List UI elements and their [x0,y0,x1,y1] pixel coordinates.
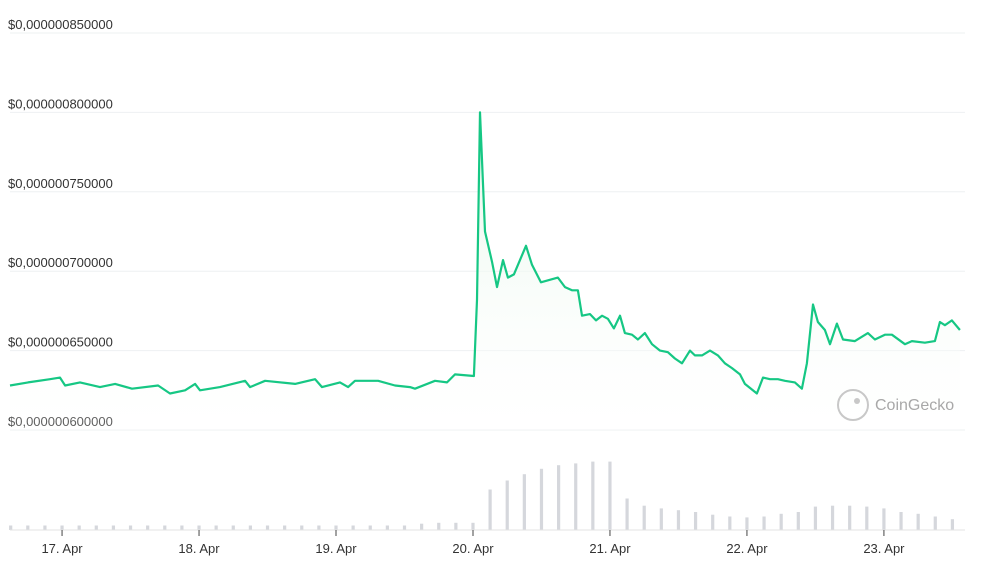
price-line [9,111,961,395]
volume-bar [830,505,835,530]
y-tick-label: $0,000000700000 [8,255,113,270]
volume-bar [762,516,766,530]
volume-bar [163,525,167,530]
x-tick-label: 19. Apr [315,541,357,556]
volume-bar [642,505,646,530]
volume-bar [180,525,184,530]
volume-bar [420,523,424,530]
volume-bar [351,525,355,530]
volume-bar [197,525,201,530]
volume-bar [248,525,252,530]
x-tick-label: 22. Apr [726,541,768,556]
volume-bar [591,461,595,530]
volume-bar [574,463,578,530]
price-area [10,112,960,431]
volume-bar [899,512,903,530]
volume-bar [865,506,869,530]
volume-bar [77,525,81,530]
volume-bar [813,506,818,530]
volume-bar [779,513,783,530]
volume-bar [659,508,663,530]
volume-bar [676,510,681,530]
volume-bar [693,512,698,530]
watermark-logo-eye [854,398,860,404]
volume-bar [385,525,389,530]
x-tick-label: 21. Apr [589,541,631,556]
volume-bar [368,525,372,530]
volume-bar [539,468,544,530]
volume-bar [214,525,218,530]
volume-bar [231,525,235,530]
volume-bar [796,512,800,530]
x-tick-label: 23. Apr [863,541,905,556]
volume-bar [625,498,629,530]
y-tick-label: $0,000000750000 [8,176,113,191]
plot: $0,000000600000$0,000000650000$0,0000007… [8,17,965,556]
volume-bar [745,517,749,530]
y-tick-label: $0,000000800000 [8,96,113,111]
volume-bar [522,474,526,530]
volume-bar [728,516,732,530]
volume-bar [9,525,13,530]
watermark: CoinGecko [837,389,954,421]
volume-bar [882,508,886,530]
volume-bar [471,522,475,530]
x-tick-label: 18. Apr [178,541,220,556]
volume-bar [283,525,287,530]
volume-bar [111,525,116,530]
volume-bar [488,489,492,530]
x-tick-label: 17. Apr [41,541,83,556]
volume-bar [916,513,920,530]
volume-bar [94,525,98,530]
volume-bar [711,514,715,530]
watermark-text: CoinGecko [875,397,954,414]
volume-bar [402,525,407,530]
y-tick-label: $0,000000650000 [8,335,113,350]
volume-bar [556,465,561,530]
y-tick-label: $0,000000850000 [8,17,113,32]
volume-bar [608,461,612,530]
volume-bar [128,525,133,530]
x-tick-label: 20. Apr [452,541,494,556]
volume-bar [43,525,47,530]
volume-bar [26,525,30,530]
volume-bar [300,525,304,530]
volume-bar [60,525,64,530]
volume-bar [146,525,150,530]
volume-bar [437,522,441,530]
watermark-logo [837,389,869,421]
volume-bar [334,525,338,530]
volume-bar [454,522,458,530]
volume-bar [265,525,270,530]
volume-bar [317,525,321,530]
volume-bar [950,519,955,530]
volume-bar [933,516,937,530]
volume-bar [848,505,852,530]
volume-bar [505,480,509,530]
